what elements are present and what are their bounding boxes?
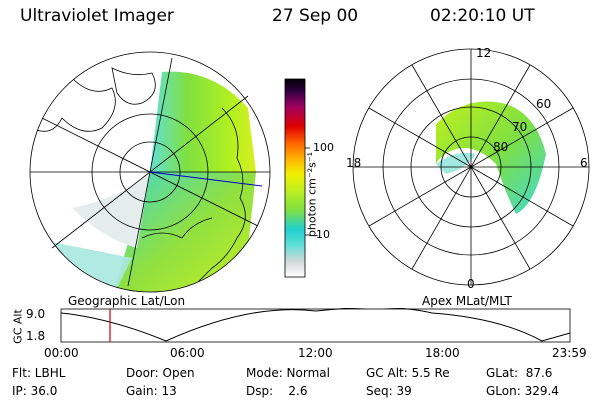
mlt-label-12: 12: [476, 46, 492, 60]
right-panel-caption: Apex MLat/MLT: [422, 294, 512, 308]
info-glon: GLon: 329.4: [486, 384, 559, 398]
aurora-region-north: [150, 71, 256, 172]
info-mode: Mode: Normal: [246, 366, 330, 380]
sun-direction-line: [149, 171, 263, 187]
dim-region: [72, 172, 150, 248]
timeline-xtick-1200: 12:00: [298, 346, 333, 360]
mlt-label-0: 0: [467, 277, 475, 291]
info-gc-alt: GC Alt: 5.5 Re: [366, 366, 450, 380]
timeline-xtick-1800: 18:00: [425, 346, 460, 360]
info-filter: Flt: LBHL: [12, 366, 66, 380]
time-label: 02:20:10 UT: [430, 6, 535, 26]
info-glat: GLat: 87.6: [486, 366, 553, 380]
coastline: [31, 67, 116, 132]
orbit-altitude-plot: [60, 308, 571, 343]
mlt-label-6: 6: [580, 156, 588, 170]
colorbar-unit-label: photon cm⁻²s⁻¹: [305, 151, 319, 238]
mlt-line: [368, 107, 574, 227]
info-gain: Gain: 13: [126, 384, 177, 398]
magnetic-polar-map: [352, 48, 590, 286]
lat-label-70: 70: [512, 120, 528, 134]
timeline-xtick-2359: 23:59: [552, 346, 587, 360]
coastline: [191, 107, 246, 289]
auroral-oval: [436, 101, 546, 214]
colorbar-tick-10: 10: [316, 228, 330, 241]
info-door: Door: Open: [126, 366, 195, 380]
coastline: [111, 67, 156, 105]
left-panel-caption: Geographic Lat/Lon: [68, 294, 186, 308]
altitude-curve: [60, 308, 571, 342]
colorbar-tick-100: 100: [313, 141, 334, 154]
mlt-label-18: 18: [346, 156, 362, 170]
geographic-map: [29, 51, 271, 293]
diffuse-glow-west: [32, 238, 132, 292]
date-label: 27 Sep 00: [272, 6, 359, 26]
coastline: [141, 217, 213, 239]
timeline-xtick-0000: 00:00: [44, 346, 79, 360]
timeline-ytick-9: 9.0: [26, 307, 46, 321]
lat-label-80: 80: [493, 140, 509, 154]
info-dsp: Dsp: 2.6: [246, 384, 308, 398]
lat-label-60: 60: [536, 97, 552, 111]
colorbar: [284, 78, 310, 278]
info-seq: Seq: 39: [366, 384, 412, 398]
instrument-title: Ultraviolet Imager: [20, 6, 174, 26]
timeline-xtick-0600: 06:00: [170, 346, 205, 360]
timeline-ytick-1-8: 1.8: [26, 329, 46, 343]
info-ip: IP: 36.0: [12, 384, 58, 398]
timeline-ylabel: GC Alt: [11, 309, 25, 344]
